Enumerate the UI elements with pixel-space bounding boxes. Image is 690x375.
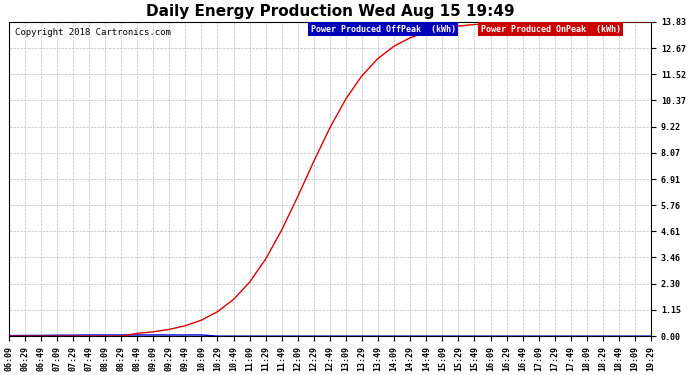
- Text: Copyright 2018 Cartronics.com: Copyright 2018 Cartronics.com: [15, 28, 171, 37]
- Text: Power Produced OffPeak  (kWh): Power Produced OffPeak (kWh): [310, 25, 455, 34]
- Text: Power Produced OnPeak  (kWh): Power Produced OnPeak (kWh): [481, 25, 621, 34]
- Title: Daily Energy Production Wed Aug 15 19:49: Daily Energy Production Wed Aug 15 19:49: [146, 4, 514, 19]
